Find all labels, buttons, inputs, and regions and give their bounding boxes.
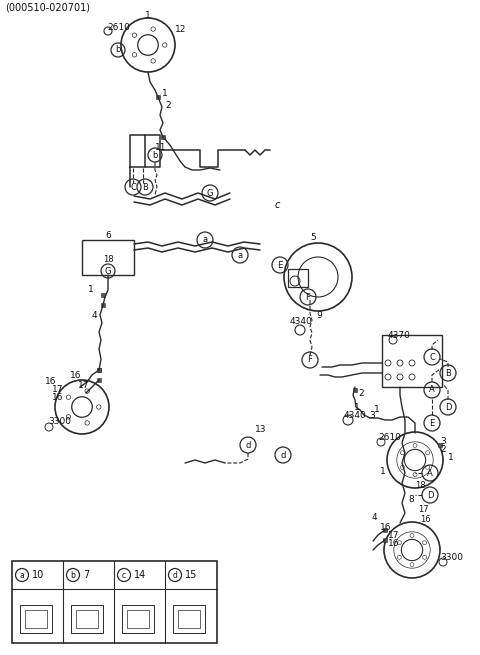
Text: 1: 1	[145, 12, 151, 20]
Bar	[288, 269, 308, 287]
Text: 11: 11	[155, 143, 167, 151]
Text: 17: 17	[388, 531, 399, 540]
Bar	[438, 443, 442, 447]
Text: 6: 6	[105, 231, 111, 240]
Text: (000510-020701): (000510-020701)	[5, 2, 90, 12]
Bar	[76, 610, 98, 628]
Text: 16: 16	[388, 538, 399, 548]
Bar	[82, 240, 134, 275]
Bar	[161, 135, 165, 139]
Text: 7: 7	[83, 570, 89, 580]
Text: 15: 15	[185, 570, 197, 580]
Text: b: b	[71, 571, 75, 580]
Bar	[97, 368, 101, 372]
Bar	[71, 605, 103, 633]
Text: 14: 14	[134, 570, 146, 580]
Text: D: D	[445, 403, 451, 411]
Text: 1: 1	[380, 468, 386, 476]
Text: 4340: 4340	[344, 411, 367, 419]
Text: d: d	[280, 451, 286, 460]
Text: G: G	[105, 267, 111, 276]
Text: 16: 16	[380, 523, 392, 531]
Text: 1: 1	[88, 286, 94, 295]
Text: 17: 17	[418, 506, 429, 514]
Text: 18: 18	[415, 481, 426, 489]
Bar	[12, 561, 217, 643]
Text: 13: 13	[255, 426, 266, 434]
Text: 4: 4	[92, 310, 97, 320]
Text: 1: 1	[354, 403, 360, 411]
Text: a: a	[20, 571, 24, 580]
Bar	[97, 368, 101, 372]
Bar	[178, 610, 200, 628]
Text: 17: 17	[52, 386, 63, 394]
Text: 8: 8	[408, 495, 414, 504]
Text: E: E	[430, 419, 434, 428]
Text: 1: 1	[374, 405, 380, 413]
Text: F: F	[306, 293, 311, 301]
Text: 2: 2	[440, 445, 445, 455]
Text: 4: 4	[372, 512, 378, 521]
Text: c: c	[275, 200, 280, 210]
Text: 2: 2	[165, 100, 170, 109]
Bar	[383, 528, 387, 532]
Text: 16: 16	[52, 392, 63, 402]
Text: 3300: 3300	[48, 417, 71, 426]
Text: B: B	[445, 369, 451, 377]
Bar	[127, 610, 149, 628]
Bar	[383, 538, 387, 542]
Bar	[382, 335, 442, 387]
Text: 2: 2	[358, 388, 364, 398]
Text: 3: 3	[369, 411, 375, 419]
Text: d: d	[245, 441, 251, 449]
Text: 17: 17	[78, 381, 89, 390]
Text: a: a	[203, 236, 207, 244]
Text: A: A	[427, 468, 433, 477]
Text: 3: 3	[440, 436, 446, 445]
Text: F: F	[308, 356, 312, 364]
Text: D: D	[427, 491, 433, 500]
Text: 16: 16	[420, 514, 431, 523]
Text: B: B	[142, 183, 148, 191]
Text: 2610: 2610	[378, 432, 401, 441]
Bar	[353, 388, 357, 392]
Text: 2610: 2610	[107, 22, 130, 31]
Text: 16: 16	[70, 371, 82, 379]
Text: A: A	[429, 386, 435, 394]
Text: E: E	[277, 261, 283, 269]
Text: 12: 12	[175, 26, 186, 35]
Text: 3300: 3300	[440, 553, 463, 561]
Text: a: a	[238, 250, 242, 259]
Text: b: b	[115, 45, 120, 54]
Text: 1: 1	[448, 453, 454, 462]
Bar	[97, 378, 101, 382]
Text: 4370: 4370	[388, 331, 411, 339]
Bar	[122, 605, 154, 633]
Text: d: d	[173, 571, 178, 580]
Text: 10: 10	[32, 570, 44, 580]
Bar	[101, 293, 105, 297]
Text: C: C	[429, 352, 435, 362]
Text: C: C	[130, 183, 136, 191]
Text: 16: 16	[45, 377, 57, 386]
Text: c: c	[122, 571, 126, 580]
Bar	[173, 605, 205, 633]
Text: b: b	[152, 151, 158, 160]
Bar	[101, 303, 105, 307]
Text: 9: 9	[316, 310, 322, 320]
Text: 4340: 4340	[290, 318, 313, 326]
Bar	[25, 610, 47, 628]
Text: G: G	[207, 189, 213, 198]
Text: 5: 5	[310, 233, 316, 242]
Bar	[20, 605, 52, 633]
Text: 18: 18	[103, 255, 113, 263]
Bar	[156, 95, 160, 99]
Text: 1: 1	[162, 88, 168, 98]
